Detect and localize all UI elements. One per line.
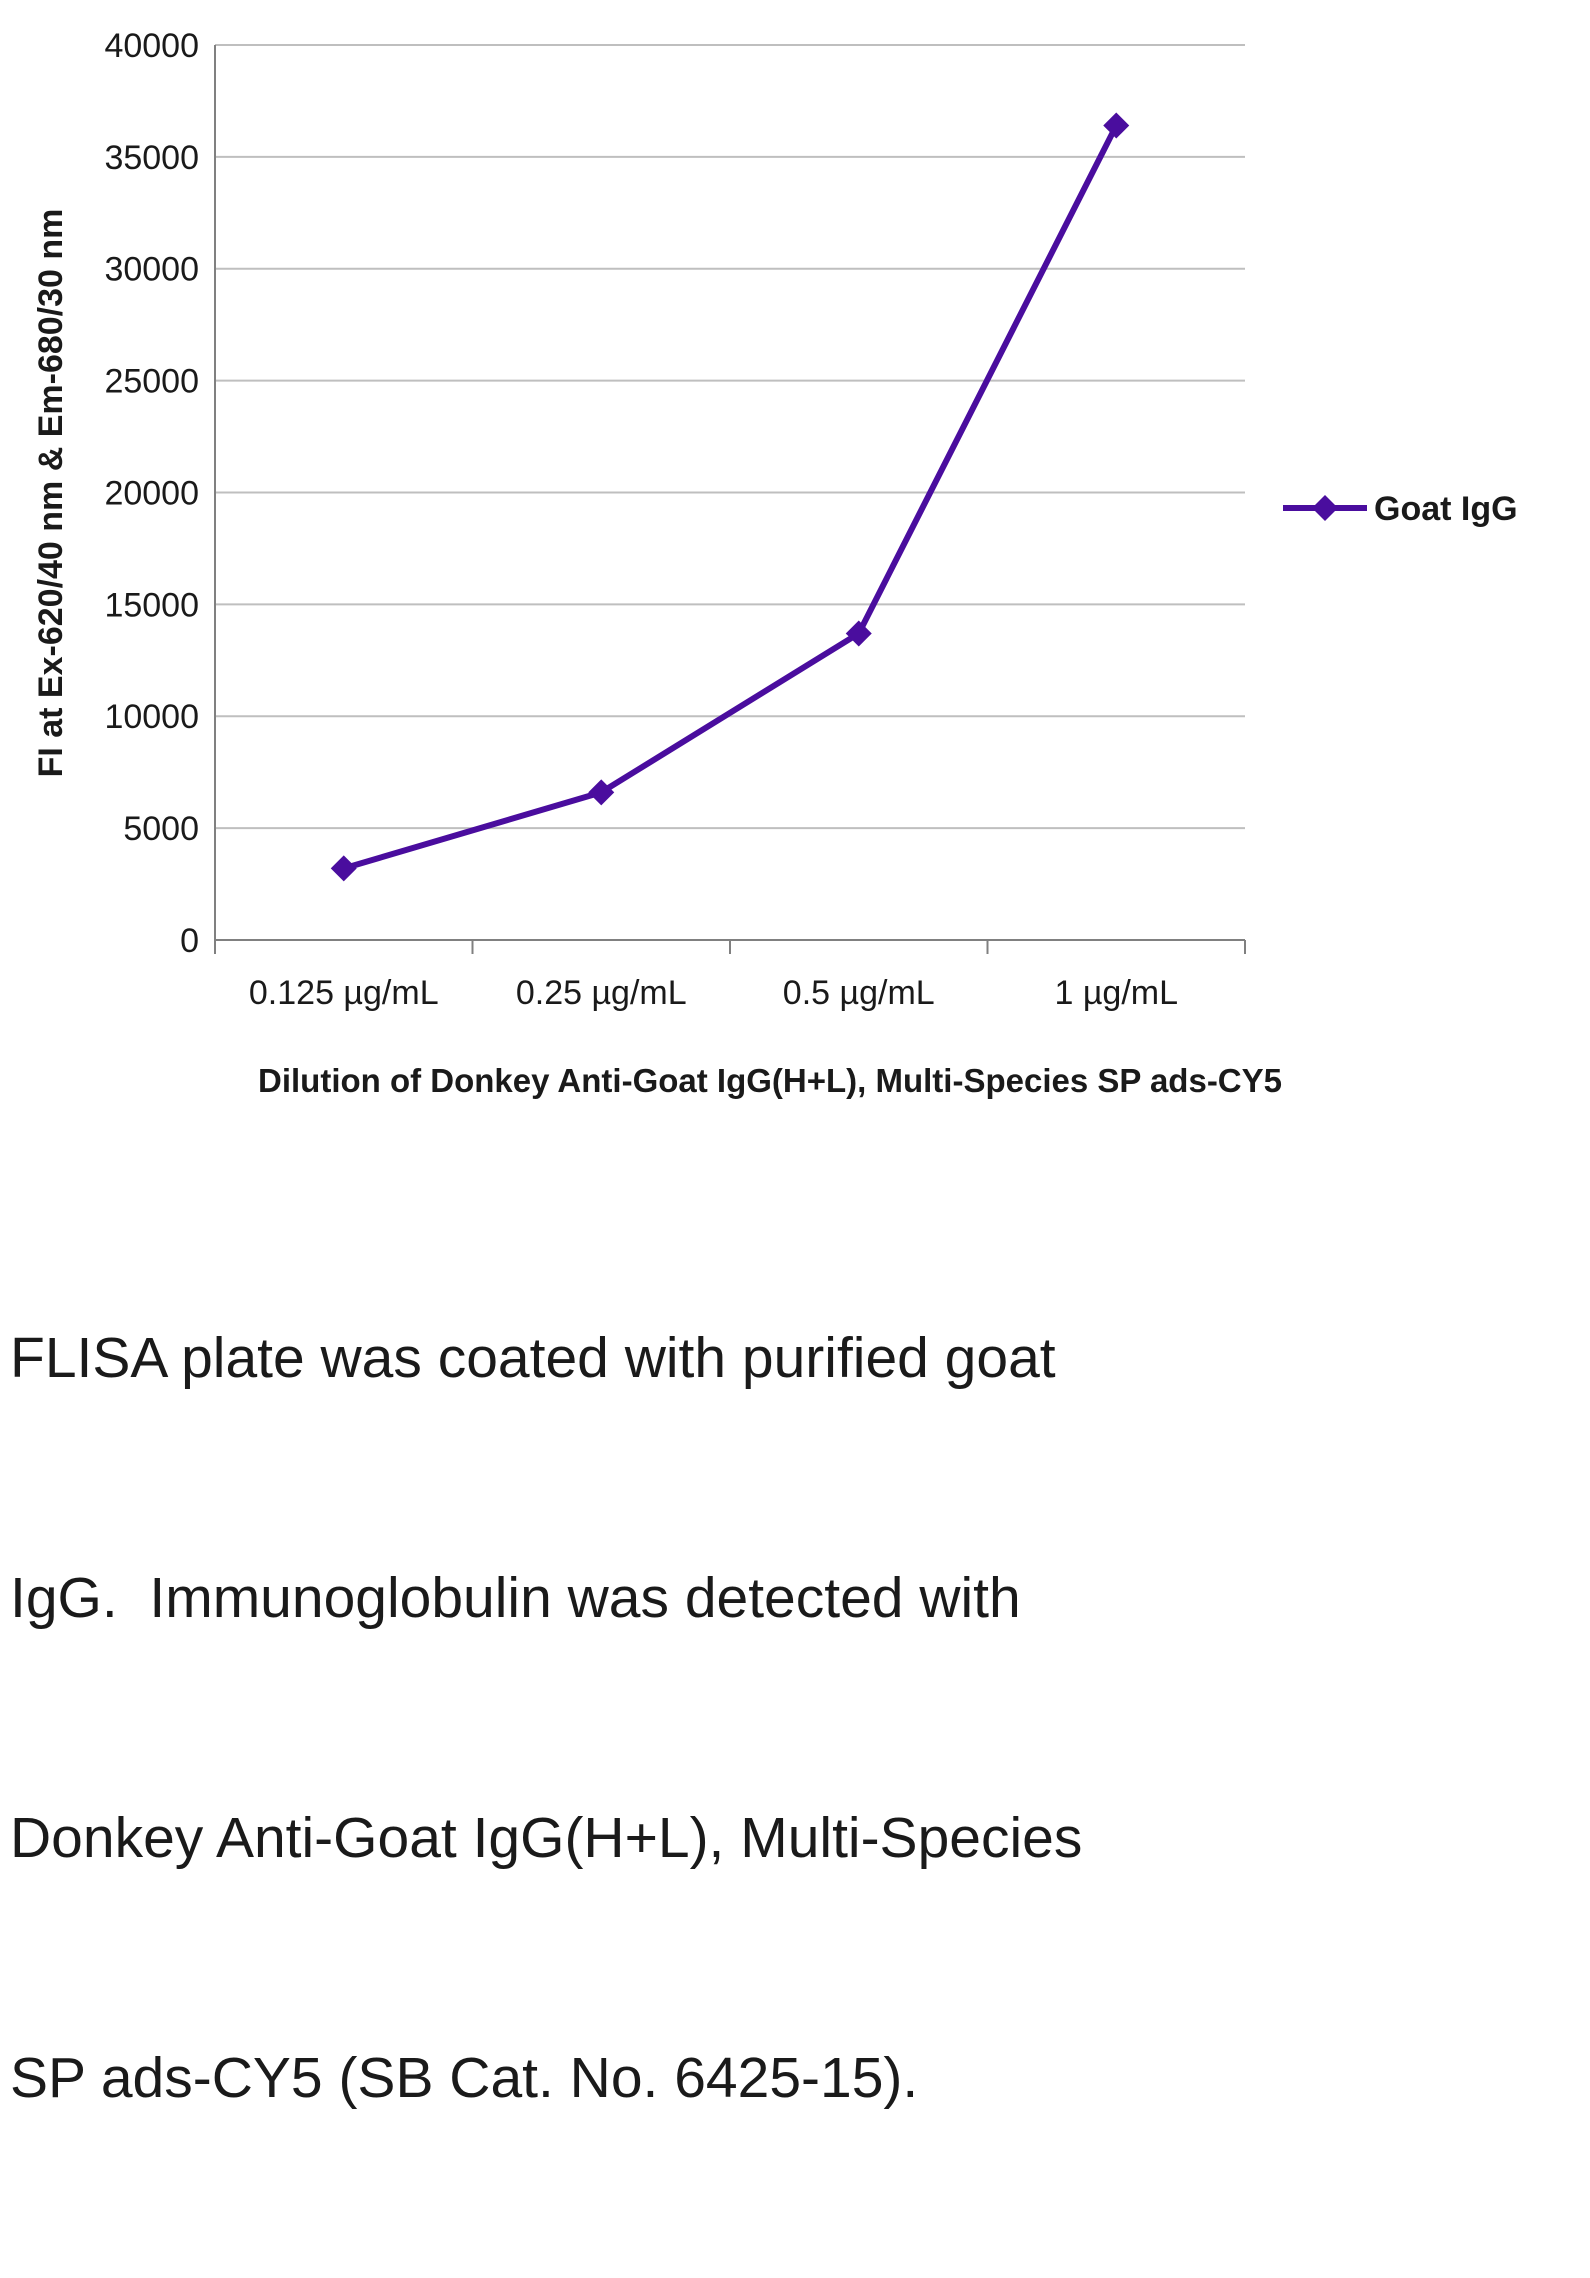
caption-line: IgG. Immunoglobulin was detected with [10,1566,1021,1630]
y-tick-label: 5000 [123,810,199,848]
caption-line: Donkey Anti-Goat IgG(H+L), Multi-Species [10,1806,1083,1870]
x-axis-title: Dilution of Donkey Anti-Goat IgG(H+L), M… [258,1062,1282,1099]
x-tick-label: 1 µg/mL [1054,974,1178,1012]
caption-line: FLISA plate was coated with purified goa… [10,1326,1056,1390]
x-tick-label: 0.125 µg/mL [249,974,439,1012]
legend-diamond-marker-icon [1312,495,1338,521]
caption-line: SP ads-CY5 (SB Cat. No. 6425-15). [10,2046,919,2110]
line-chart: 0 5000 10000 15000 20000 25000 30000 35000 40000… [32,27,1518,1099]
y-tick-label: 20000 [104,474,199,512]
x-tick-label: 0.5 µg/mL [783,974,935,1012]
y-axis-title: FI at Ex-620/40 nm & Em-680/30 nm [32,209,70,778]
y-tick-label: 35000 [104,139,199,177]
data-point-marker [1103,112,1130,139]
y-tick-label: 10000 [104,698,199,736]
y-tick-label: 25000 [104,363,199,401]
data-point-marker [588,779,615,806]
legend-label: Goat IgG [1374,490,1518,528]
data-point-marker [330,855,357,882]
y-tick-label: 15000 [104,586,199,624]
legend: Goat IgG [1283,490,1518,528]
flisa-figure: 0 5000 10000 15000 20000 25000 30000 35000 40000… [10,27,1518,2110]
x-tick-label: 0.25 µg/mL [516,974,687,1012]
series-line [340,122,1120,872]
data-point-marker [845,620,872,647]
y-tick-label: 40000 [104,27,199,65]
y-tick-label: 0 [180,922,199,960]
y-tick-label: 30000 [104,251,199,289]
caption: FLISA plate was coated with purified goa… [0,1158,1590,2278]
